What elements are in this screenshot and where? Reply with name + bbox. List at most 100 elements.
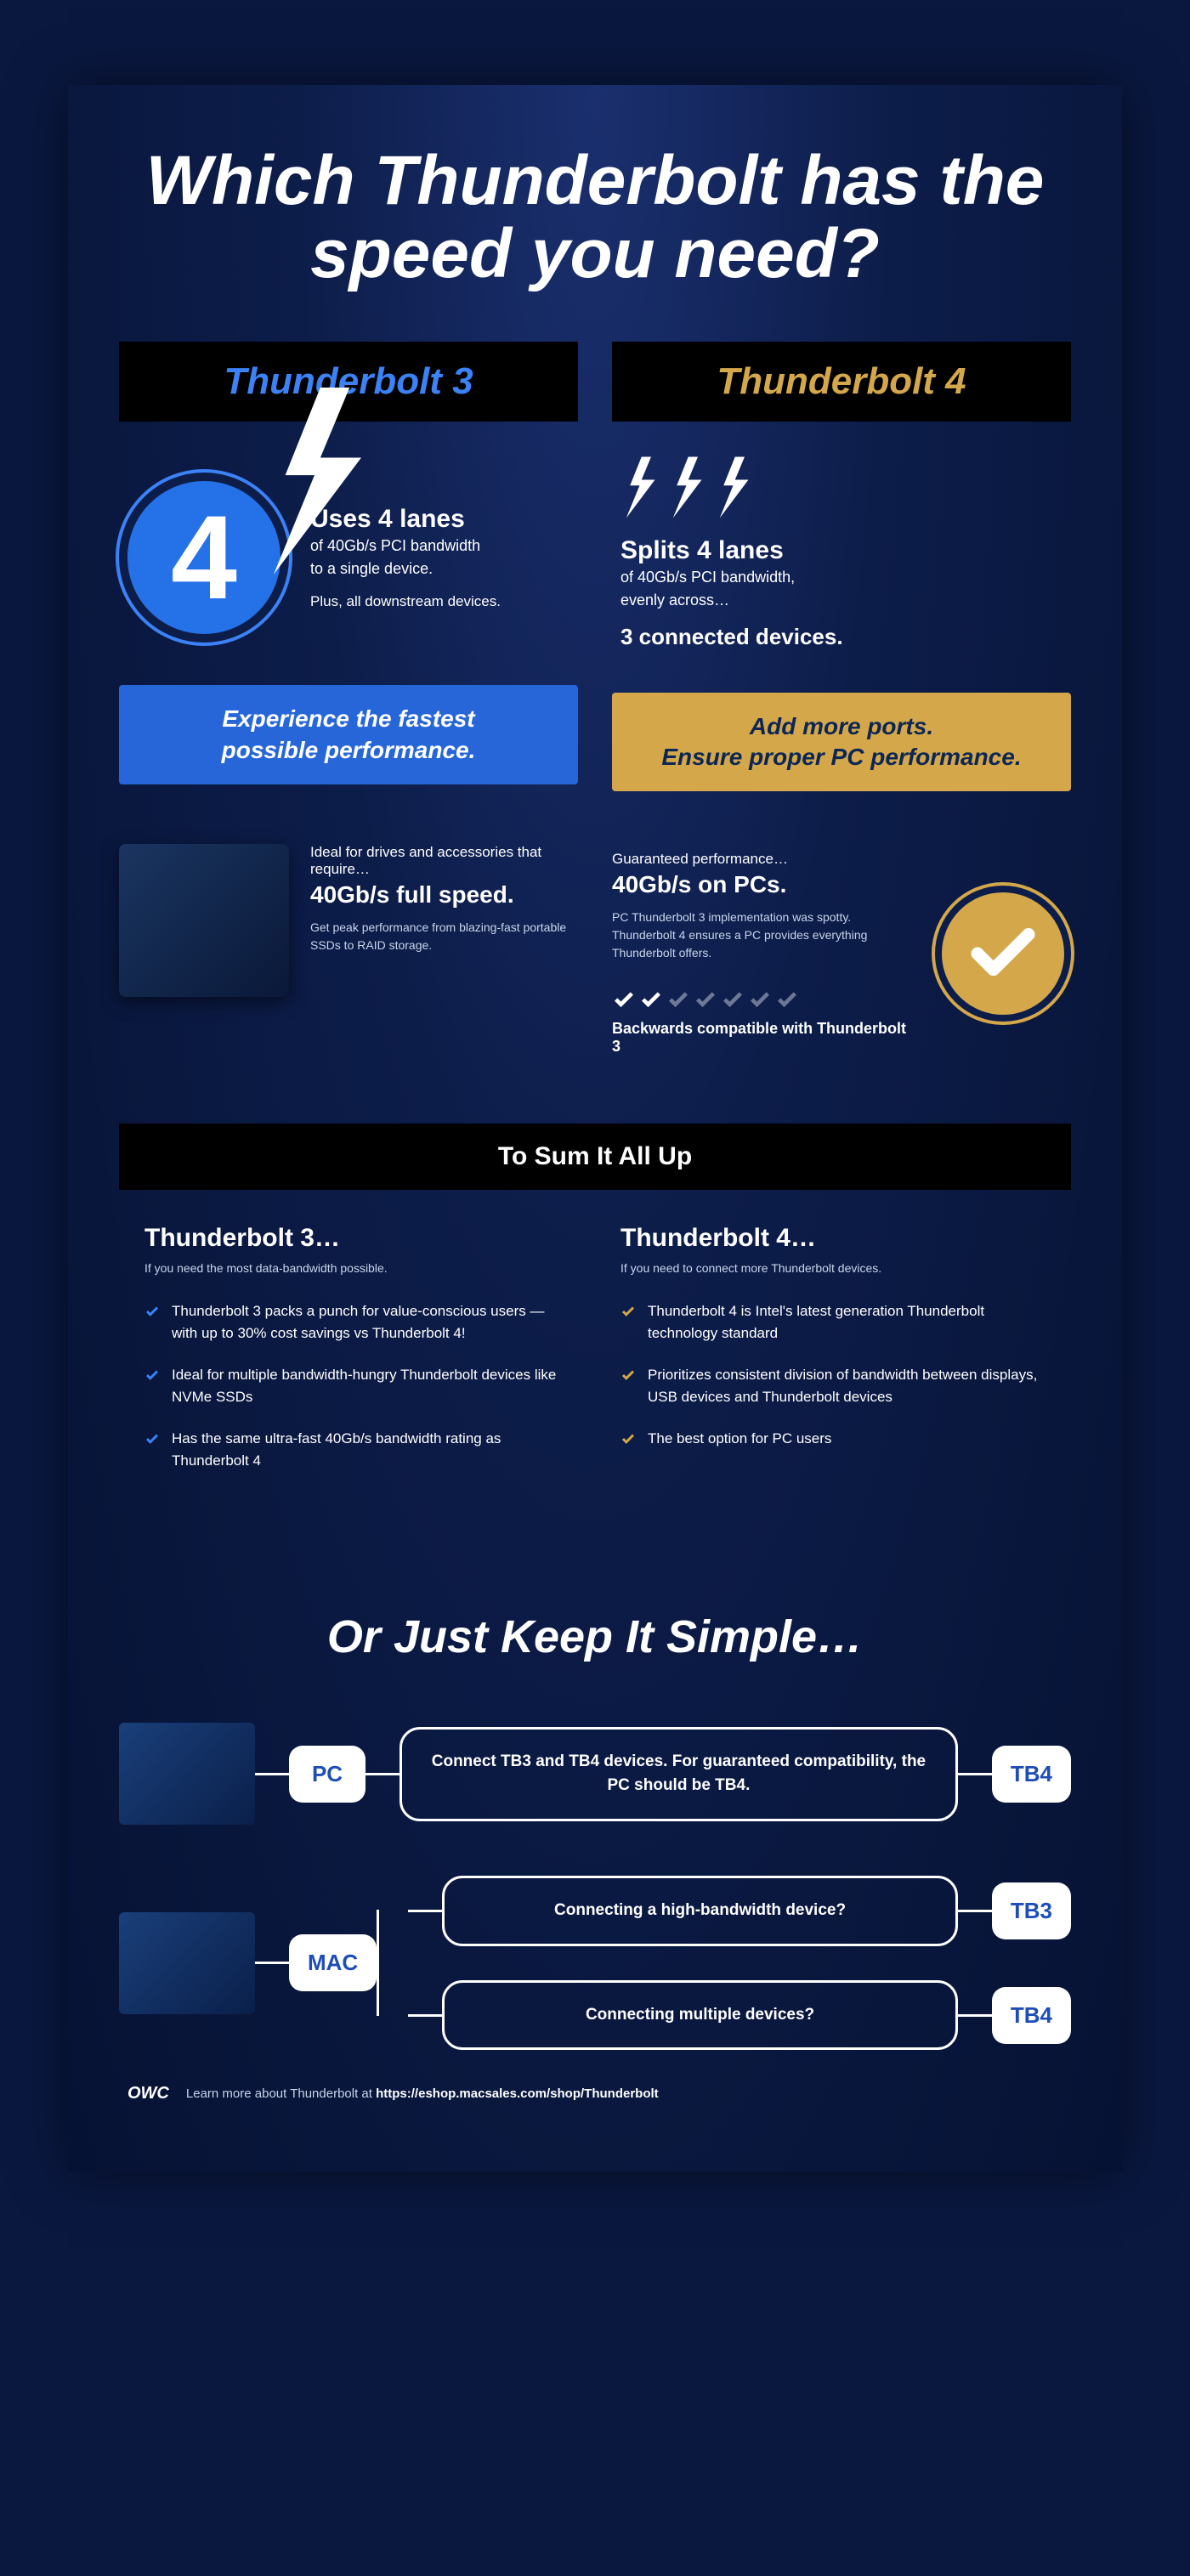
tb4-ideal-lead: Guaranteed performance… <box>612 851 914 868</box>
tb4-backward-compat: Backwards compatible with Thunderbolt 3 <box>612 1020 914 1056</box>
summary-tb3-if: If you need the most data-bandwidth poss… <box>144 1261 570 1275</box>
connector-line <box>958 1773 992 1775</box>
footer-leadtext: Learn more about Thunderbolt at <box>186 2086 376 2101</box>
tb4-column: Thunderbolt 4 Splits 4 lanes of 40Gb/s P… <box>612 342 1071 1098</box>
tb3-tagline-2: possible performance. <box>144 735 552 766</box>
tb4-gold-check-badge <box>935 886 1071 1022</box>
mac-pill: MAC <box>289 1934 377 1991</box>
tb4-tagline-1: Add more ports. <box>638 711 1046 742</box>
tb4-checkmarks-row <box>612 988 914 1011</box>
list-item-text: Has the same ultra-fast 40Gb/s bandwidth… <box>172 1428 570 1471</box>
tb3-ideal-section: Ideal for drives and accessories that re… <box>119 827 578 1039</box>
tb4-ideal-section: Guaranteed performance… 40Gb/s on PCs. P… <box>612 834 1071 1098</box>
list-item-text: Thunderbolt 3 packs a punch for value-co… <box>172 1300 570 1344</box>
summary-tb4-if: If you need to connect more Thunderbolt … <box>620 1261 1046 1275</box>
list-item: Ideal for multiple bandwidth-hungry Thun… <box>144 1364 570 1407</box>
connector-line <box>408 2014 442 2017</box>
tb4-lanes-sub2: evenly across… <box>620 590 1062 611</box>
check-icon <box>144 1304 160 1319</box>
list-item-text: Thunderbolt 4 is Intel's latest generati… <box>648 1300 1046 1344</box>
tb4-lanes-text: Splits 4 lanes of 40Gb/s PCI bandwidth, … <box>620 536 1062 649</box>
simple-mac-row-1: Connecting a high-bandwidth device? TB3 <box>408 1876 1071 1946</box>
tb3-column: Thunderbolt 3 4 Uses 4 lanes of 40Gb/s P… <box>119 342 578 1098</box>
list-item: The best option for PC users <box>620 1428 1046 1450</box>
summary-tb3: Thunderbolt 3… If you need the most data… <box>144 1224 570 1492</box>
summary-tb3-list: Thunderbolt 3 packs a punch for value-co… <box>144 1300 570 1471</box>
list-item: Prioritizes consistent division of bandw… <box>620 1364 1046 1407</box>
tb4-ideal-small: PC Thunderbolt 3 implementation was spot… <box>612 909 914 962</box>
tb4-ideal-text: Guaranteed performance… 40Gb/s on PCs. P… <box>612 851 914 1056</box>
tb4-tagline: Add more ports. Ensure proper PC perform… <box>612 693 1071 792</box>
tb3-lanes-section: 4 Uses 4 lanes of 40Gb/s PCI bandwidth t… <box>119 422 578 660</box>
check-icon <box>748 988 772 1011</box>
check-icon <box>639 988 663 1011</box>
connector-line <box>255 1962 289 1964</box>
connector-line <box>958 1910 992 1912</box>
mac-message-1: Connecting a high-bandwidth device? <box>442 1876 958 1946</box>
simple-mac-group: MAC Connecting a high-bandwidth device? … <box>119 1876 1071 2050</box>
check-icon <box>620 1304 636 1319</box>
check-icon <box>694 988 717 1011</box>
mac-message-2: Connecting multiple devices? <box>442 1980 958 2051</box>
tb4-bolts-icons <box>620 456 1062 519</box>
simple-pc-row: PC Connect TB3 and TB4 devices. For guar… <box>119 1723 1071 1825</box>
tb3-ideal-big: 40Gb/s full speed. <box>310 881 578 909</box>
list-item-text: Ideal for multiple bandwidth-hungry Thun… <box>172 1364 570 1407</box>
connector-line <box>958 2014 992 2017</box>
check-icon <box>965 915 1041 992</box>
tb4-lanes-sub1: of 40Gb/s PCI bandwidth, <box>620 567 1062 588</box>
footer-url[interactable]: https://eshop.macsales.com/shop/Thunderb… <box>376 2086 659 2101</box>
connector-line <box>255 1773 289 1775</box>
infographic-canvas: Which Thunderbolt has the speed you need… <box>68 85 1122 2171</box>
tb4-tagline-2: Ensure proper PC performance. <box>638 742 1046 773</box>
lightning-bolt-icon <box>714 456 752 519</box>
mac-left: MAC <box>119 1876 377 2050</box>
summary-columns: Thunderbolt 3… If you need the most data… <box>119 1190 1071 1526</box>
tb3-lanes-plus: Plus, all downstream devices. <box>310 593 501 610</box>
mac-rec-2: TB4 <box>992 1987 1071 2044</box>
mac-right: Connecting a high-bandwidth device? TB3 … <box>408 1876 1071 2050</box>
summary-tb4-title: Thunderbolt 4… <box>620 1224 1046 1253</box>
simple-mac-row-2: Connecting multiple devices? TB4 <box>408 1980 1071 2051</box>
simple-header: Or Just Keep It Simple… <box>119 1611 1071 1663</box>
pc-device-image <box>119 1723 255 1825</box>
tb3-ideal-lead: Ideal for drives and accessories that re… <box>310 844 578 878</box>
check-icon <box>144 1367 160 1383</box>
check-icon <box>620 1431 636 1447</box>
tb4-lanes-section: Splits 4 lanes of 40Gb/s PCI bandwidth, … <box>612 422 1071 666</box>
check-icon <box>666 988 690 1011</box>
list-item-text: The best option for PC users <box>648 1428 831 1450</box>
list-item-text: Prioritizes consistent division of bandw… <box>648 1364 1046 1407</box>
tb3-tagline: Experience the fastest possible performa… <box>119 685 578 784</box>
tb3-product-image <box>119 844 289 997</box>
list-item: Has the same ultra-fast 40Gb/s bandwidth… <box>144 1428 570 1471</box>
lightning-bolt-icon <box>620 456 659 519</box>
connector-line <box>366 1773 400 1775</box>
summary-tb3-title: Thunderbolt 3… <box>144 1224 570 1253</box>
check-icon <box>775 988 799 1011</box>
simple-section: Or Just Keep It Simple… PC Connect TB3 a… <box>68 1611 1122 2050</box>
comparison-columns: Thunderbolt 3 4 Uses 4 lanes of 40Gb/s P… <box>68 342 1122 1098</box>
footer-text: Learn more about Thunderbolt at https://… <box>186 2086 659 2101</box>
mac-bracket <box>377 1910 411 2016</box>
summary-header: To Sum It All Up <box>119 1124 1071 1190</box>
tb4-ideal-big: 40Gb/s on PCs. <box>612 871 914 898</box>
tb4-lanes-title: Splits 4 lanes <box>620 536 1062 565</box>
pc-pill: PC <box>289 1746 366 1803</box>
tb3-ideal-text: Ideal for drives and accessories that re… <box>310 844 578 954</box>
summary-tb4: Thunderbolt 4… If you need to connect mo… <box>620 1224 1046 1492</box>
list-item: Thunderbolt 4 is Intel's latest generati… <box>620 1300 1046 1344</box>
lightning-bolt-icon <box>255 388 374 575</box>
check-icon <box>612 988 636 1011</box>
tb4-header: Thunderbolt 4 <box>612 342 1071 422</box>
mac-rec-1: TB3 <box>992 1882 1071 1939</box>
pc-recommendation: TB4 <box>992 1746 1071 1803</box>
check-icon <box>721 988 745 1011</box>
summary-section: To Sum It All Up Thunderbolt 3… If you n… <box>119 1124 1071 1526</box>
main-title: Which Thunderbolt has the speed you need… <box>68 85 1122 342</box>
tb3-tagline-1: Experience the fastest <box>144 704 552 734</box>
tb3-ideal-small: Get peak performance from blazing-fast p… <box>310 919 578 954</box>
check-icon <box>144 1431 160 1447</box>
tb4-lanes-connected: 3 connected devices. <box>620 624 1062 650</box>
footer: OWC Learn more about Thunderbolt at http… <box>68 2050 1122 2103</box>
